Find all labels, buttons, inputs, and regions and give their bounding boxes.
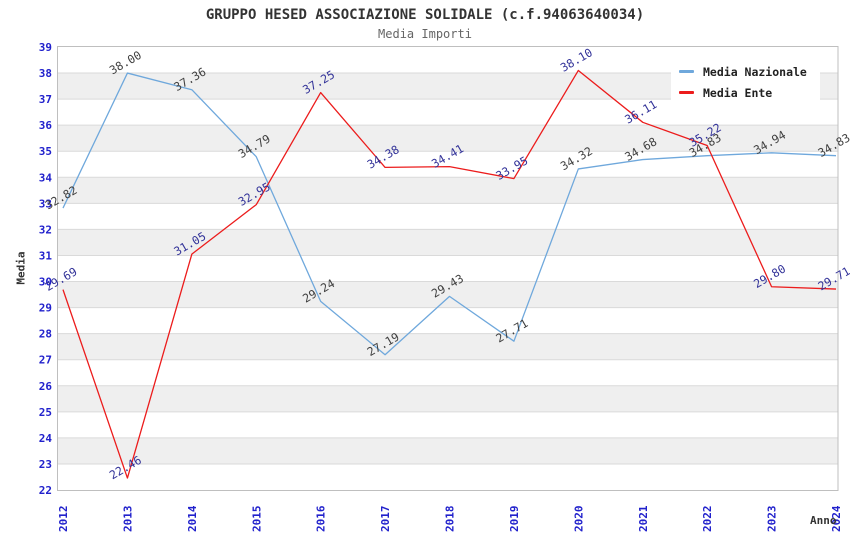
x-tick-label: 2019	[508, 506, 521, 533]
y-tick-label: 39	[39, 41, 52, 54]
x-axis-title: Anno	[810, 514, 837, 527]
legend-label: Media Ente	[703, 85, 773, 100]
y-tick-label: 25	[39, 406, 52, 419]
legend-line-swatch-nazionale	[679, 70, 694, 73]
y-tick-label: 34	[39, 171, 53, 184]
x-tick-label: 2012	[57, 506, 70, 533]
y-tick-label: 22	[39, 484, 52, 497]
x-tick-label: 2014	[186, 505, 199, 532]
y-tick-label: 33	[39, 197, 52, 210]
point-label-media-ente: 36.11	[622, 97, 659, 126]
y-tick-label: 36	[39, 119, 53, 132]
y-tick-label: 31	[39, 249, 53, 262]
y-tick-label: 29	[39, 302, 52, 315]
grid-band	[58, 437, 838, 464]
plot-border	[57, 46, 839, 491]
y-tick-label: 37	[39, 93, 52, 106]
grid-band	[58, 281, 838, 308]
y-tick-label: 27	[39, 354, 52, 367]
chart-title: GRUPPO HESED ASSOCIAZIONE SOLIDALE (c.f.…	[205, 7, 645, 23]
grid-band	[58, 229, 838, 256]
x-tick-label: 2023	[766, 506, 779, 533]
chart-subtitle: Media Importi	[378, 27, 472, 41]
y-tick-label: 38	[39, 67, 52, 80]
x-tick-label: 2018	[444, 506, 457, 533]
legend: Media Nazionale Media Ente	[671, 56, 820, 108]
y-tick-label: 23	[39, 458, 52, 471]
x-tick-label: 2022	[701, 506, 714, 533]
legend-item-media-ente: Media Ente	[679, 82, 820, 103]
legend-line-swatch-ente	[679, 91, 694, 94]
grid-band	[58, 333, 838, 360]
y-tick-label: 24	[39, 432, 53, 445]
x-tick-label: 2013	[121, 506, 134, 533]
y-tick-label: 28	[39, 328, 52, 341]
y-tick-label: 32	[39, 223, 52, 236]
y-axis-title: Media	[14, 251, 28, 285]
series-line-media-nazionale	[62, 72, 837, 356]
series-line-media-ente	[62, 69, 837, 479]
x-tick-label: 2021	[637, 505, 650, 532]
x-tick-label: 2016	[315, 505, 328, 532]
x-tick-label: 2015	[250, 506, 263, 533]
x-tick-label: 2017	[379, 506, 392, 533]
y-tick-label: 35	[39, 145, 52, 158]
y-tick-label: 30	[39, 276, 52, 289]
y-tick-label: 26	[39, 380, 53, 393]
point-label-media-ente: 38.10	[558, 45, 595, 74]
grid-band	[58, 385, 838, 412]
legend-item-media-nazionale: Media Nazionale	[679, 61, 820, 82]
x-tick-label: 2024	[830, 505, 843, 532]
legend-label: Media Nazionale	[703, 64, 807, 79]
x-tick-label: 2020	[572, 506, 585, 533]
grid-band	[58, 177, 838, 204]
